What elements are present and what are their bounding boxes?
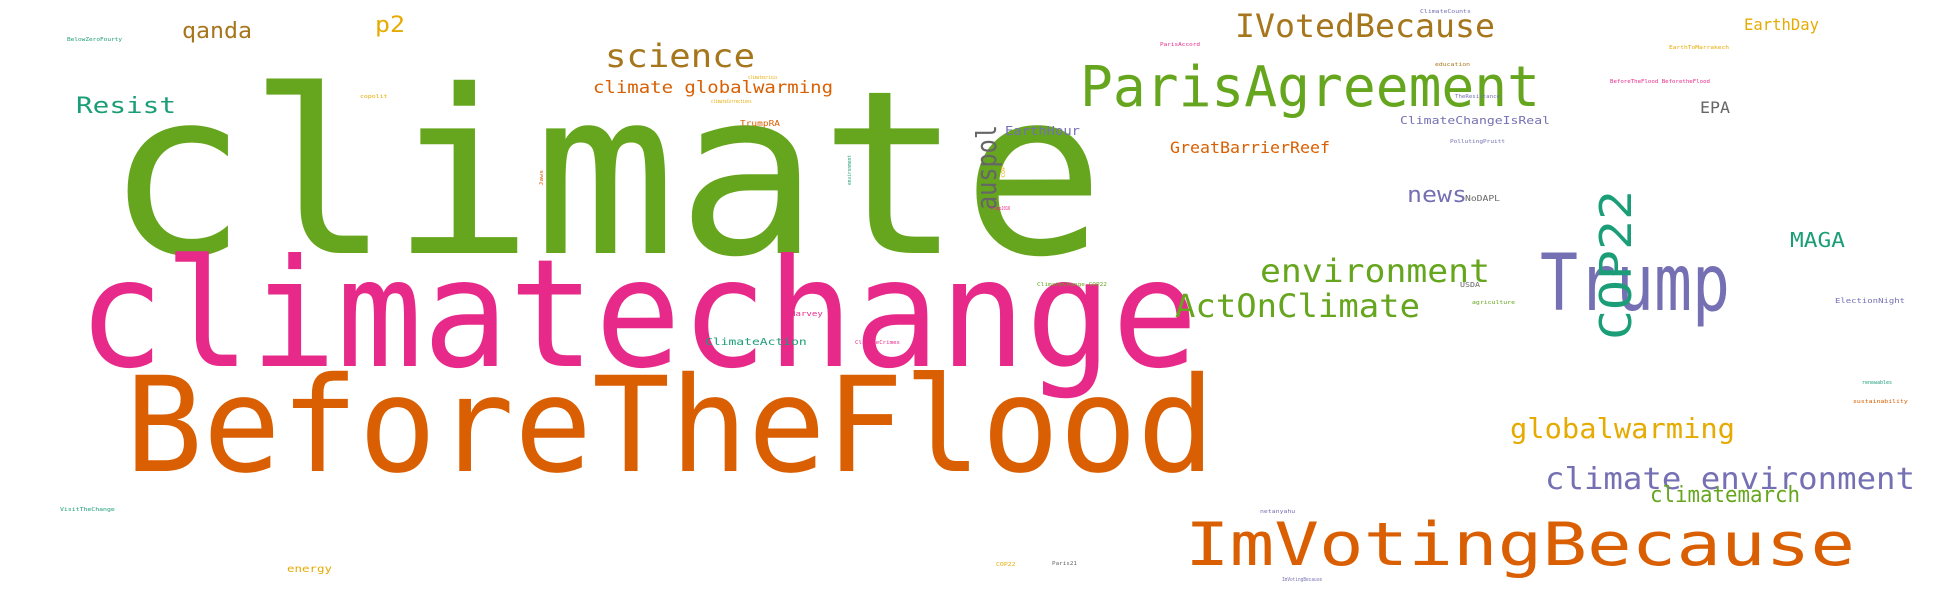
word-13: globalwarming: [1510, 412, 1735, 445]
word-18: Resist: [76, 94, 176, 119]
word-38: BeforeTheFlood BeforetheFlood: [1610, 79, 1710, 85]
word-23: climate globalwarming: [593, 78, 833, 98]
word-3: BeforeTheFlood: [125, 349, 1215, 503]
word-33: ElectionNight: [1835, 297, 1905, 305]
word-6: COP22: [1591, 190, 1642, 340]
word-40: PollutingPruitt: [1450, 139, 1505, 145]
word-26: ClimateChangeIsReal: [1400, 114, 1550, 127]
word-41: agriculture: [1472, 300, 1516, 306]
word-21: EarthDay: [1744, 15, 1819, 34]
word-2: climatechange: [78, 228, 1198, 402]
word-37: EarthToMarrakech: [1669, 45, 1729, 51]
word-39: TheResistance: [1455, 94, 1500, 100]
word-27: TrumpRA: [740, 119, 780, 128]
word-1: climate: [105, 41, 1105, 307]
word-35: education: [1435, 62, 1470, 68]
word-12: climate environment: [1545, 462, 1915, 497]
word-44: COP22: [996, 562, 1016, 568]
word-34: ParisAccord: [1160, 42, 1200, 48]
word-56: Trump2016: [990, 206, 1011, 212]
word-15: news: [1407, 183, 1467, 208]
word-28: ClimateAction: [705, 337, 807, 348]
word-58: ImVotingBecause: [1282, 577, 1322, 583]
word-45: Paris21: [1052, 561, 1077, 567]
word-42: ClimateChange COP22: [1037, 282, 1107, 288]
word-55: COP: [1001, 166, 1007, 178]
word-50: BelowZeroFourty: [67, 37, 122, 43]
word-30: energy: [287, 564, 332, 575]
word-36: ClimateCounts: [1420, 9, 1471, 15]
word-54: environment: [847, 155, 853, 185]
word-11: ActOnClimate: [1175, 287, 1420, 325]
word-43: ClimateCrimes: [855, 340, 900, 346]
word-52: climateCorrections: [711, 99, 752, 105]
word-29: Harvey: [790, 310, 823, 318]
word-48: renewables: [1862, 380, 1892, 386]
word-49: sustainability: [1853, 399, 1908, 405]
word-53: climatecrisis: [748, 75, 778, 81]
word-14: auspol: [970, 125, 1003, 210]
word-24: GreatBarrierReef: [1170, 138, 1330, 157]
word-16: MAGA: [1790, 228, 1845, 252]
word-51: copolit: [360, 94, 388, 100]
word-32: USDA: [1460, 281, 1480, 289]
word-25: EarthHour: [1005, 124, 1080, 138]
word-8: IVotedBecause: [1235, 7, 1495, 45]
word-20: p2: [375, 13, 405, 38]
word-4: ParisAgreement: [1080, 55, 1540, 120]
word-31: NoDAPL: [1465, 194, 1500, 203]
word-9: science: [605, 37, 755, 75]
word-5: Trump: [1540, 239, 1730, 329]
word-10: environment: [1260, 252, 1490, 290]
word-46: netanyahu: [1260, 509, 1296, 515]
word-22: EPA: [1700, 98, 1730, 117]
word-47: VisitTheChange: [60, 507, 115, 513]
word-57: Jaws: [539, 170, 545, 186]
word-19: qanda: [182, 19, 252, 44]
word-17: climatemarch: [1650, 483, 1800, 508]
word-7: ImVotingBecause: [1185, 510, 1855, 580]
